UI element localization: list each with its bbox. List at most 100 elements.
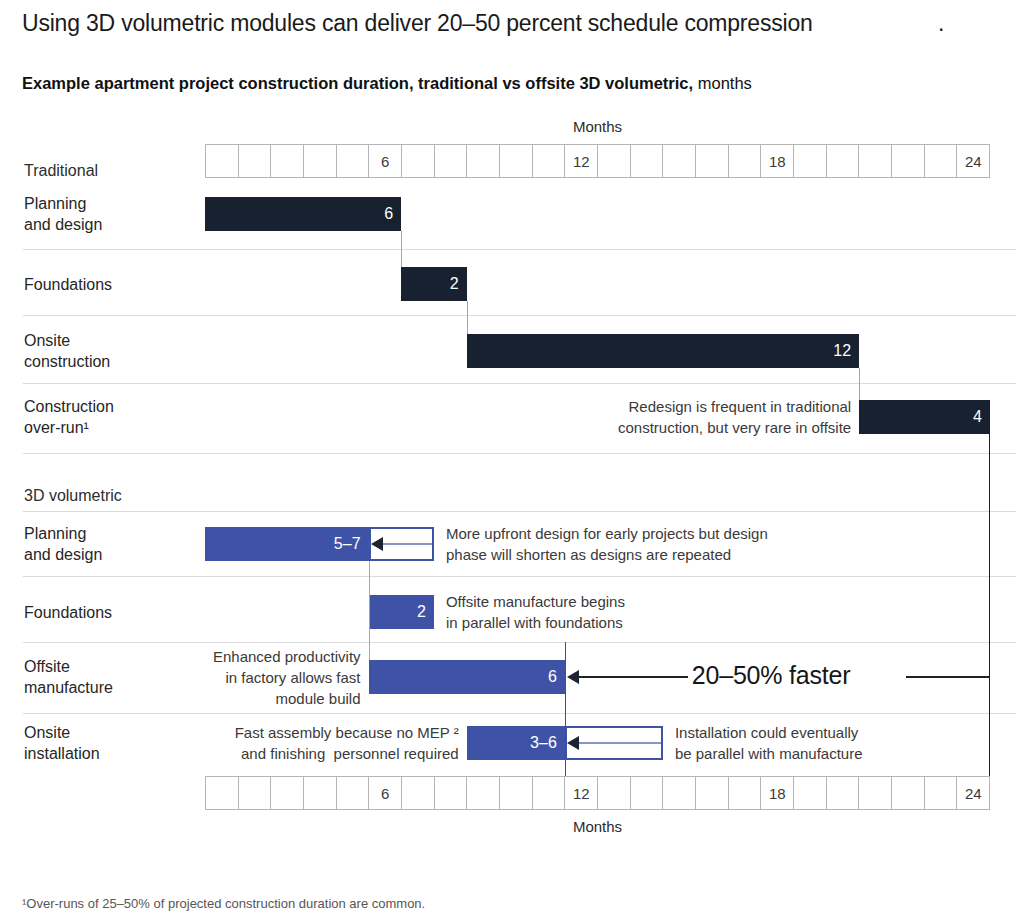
separator-line	[23, 713, 1016, 714]
gantt-bar-onsite-construction: 12	[467, 334, 860, 368]
axis-cell	[271, 777, 304, 809]
axis-cell	[827, 145, 860, 177]
row-label-onsite-construction: Onsite construction	[24, 330, 110, 372]
axis-cell	[598, 777, 631, 809]
axis-cell: 24	[957, 145, 989, 177]
axis-tick-label: 12	[573, 153, 590, 170]
separator-line	[23, 383, 1016, 384]
separator-line	[23, 453, 1016, 454]
row-label-foundations: Foundations	[24, 602, 112, 623]
title-trailing-period: .	[938, 10, 944, 37]
axis-cell	[892, 145, 925, 177]
bar-value-label: 3–6	[530, 726, 557, 760]
axis-tick-label: 18	[769, 153, 786, 170]
axis-cell: 24	[957, 777, 989, 809]
chart-title-bold: Example apartment project construction d…	[22, 74, 693, 92]
axis-cell: 6	[369, 145, 402, 177]
axis-label-top: Months	[205, 118, 990, 135]
gantt-bar-offsite-manufacture: 6	[369, 660, 565, 694]
axis-cell	[206, 777, 239, 809]
hollow-arrow-line	[578, 742, 661, 744]
axis-cell	[533, 777, 566, 809]
row-label-planning-and-design: Planning and design	[24, 523, 102, 565]
axis-cell	[729, 777, 762, 809]
axis-cell	[337, 145, 370, 177]
axis-cell	[337, 777, 370, 809]
axis-cell: 18	[761, 145, 794, 177]
section-label-traditional: Traditional	[24, 162, 98, 180]
axis-ruler-bottom: 6121824	[205, 776, 990, 810]
axis-cell	[271, 145, 304, 177]
separator-line	[23, 576, 1016, 577]
callout-arrowhead-icon	[567, 670, 579, 684]
row-label-offsite-manufacture: Offsite manufacture	[24, 656, 113, 698]
axis-ruler-top: 6 12 18 24	[205, 144, 990, 178]
marker-line-month-11	[565, 642, 567, 776]
axis-cell	[598, 145, 631, 177]
bar-value-label: 5–7	[334, 527, 361, 561]
bar-value-label: 6	[548, 660, 557, 694]
gantt-bar-planning-and-design: 6	[205, 197, 401, 231]
axis-cell	[794, 777, 827, 809]
axis-cell	[239, 145, 272, 177]
axis-cell	[467, 777, 500, 809]
axis-cell	[239, 777, 272, 809]
axis-label-bottom: Months	[205, 818, 990, 835]
annotation-note: Enhanced productivity in factory allows …	[213, 646, 361, 709]
axis-tick-label: 18	[769, 785, 786, 802]
row-label-foundations: Foundations	[24, 274, 112, 295]
left-arrowhead-icon	[371, 537, 383, 551]
axis-cell	[631, 145, 664, 177]
marker-line-month-24	[989, 434, 991, 776]
chart-title: Example apartment project construction d…	[22, 74, 752, 93]
callout-text: 20–50% faster	[692, 661, 851, 690]
axis-cell	[467, 145, 500, 177]
gantt-bar-planning-and-design: 5–7	[205, 527, 369, 561]
callout-arrow-line	[579, 676, 688, 678]
bar-value-label: 12	[833, 334, 851, 368]
axis-cell	[663, 777, 696, 809]
footnotes: ¹Over-runs of 25–50% of projected constr…	[22, 856, 465, 922]
axis-cell	[859, 145, 892, 177]
axis-cell	[631, 777, 664, 809]
annotation-note: Installation could eventually be paralle…	[675, 722, 863, 764]
axis-cell	[696, 145, 729, 177]
separator-line	[23, 511, 1016, 512]
bar-value-label: 2	[450, 267, 459, 301]
separator-line	[23, 642, 1016, 643]
axis-tick-label: 24	[965, 153, 982, 170]
axis-cell	[663, 145, 696, 177]
axis-cell	[435, 145, 468, 177]
annotation-note: Fast assembly because no MEP ² and finis…	[235, 722, 459, 764]
connector-line	[369, 561, 370, 660]
axis-cell	[925, 777, 958, 809]
left-arrowhead-icon	[567, 736, 579, 750]
annotation-note: More upfront design for early projects b…	[446, 523, 768, 565]
axis-cell	[206, 145, 239, 177]
annotation-note: Offsite manufacture begins in parallel w…	[446, 591, 625, 633]
report-page: Using 3D volumetric modules can deliver …	[0, 0, 1024, 922]
axis-cell: 18	[761, 777, 794, 809]
gantt-bar-foundations: 2	[401, 267, 466, 301]
axis-cell	[827, 777, 860, 809]
footnote-1: ¹Over-runs of 25–50% of projected constr…	[22, 894, 465, 913]
separator-line	[23, 249, 1016, 250]
axis-cell	[892, 777, 925, 809]
gantt-bar-onsite-installation: 3–6	[467, 726, 565, 760]
axis-cell	[859, 777, 892, 809]
axis-cell	[533, 145, 566, 177]
connector-line	[401, 231, 402, 267]
page-title: Using 3D volumetric modules can deliver …	[22, 10, 813, 37]
axis-cell	[435, 777, 468, 809]
row-label-planning-and-design: Planning and design	[24, 193, 102, 235]
axis-tick-label: 6	[381, 153, 389, 170]
separator-line	[23, 315, 1016, 316]
axis-cell	[696, 777, 729, 809]
chart-title-unit: months	[693, 74, 752, 92]
axis-cell	[402, 777, 435, 809]
axis-cell: 12	[565, 777, 598, 809]
axis-cell	[402, 145, 435, 177]
row-label-construction-over-run: Construction over-run¹	[24, 396, 114, 438]
axis-cell	[925, 145, 958, 177]
axis-cell	[304, 777, 337, 809]
